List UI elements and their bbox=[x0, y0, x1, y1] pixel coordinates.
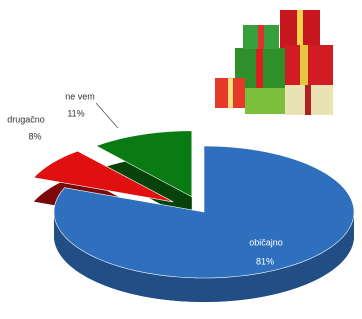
value-label: 11% bbox=[67, 108, 84, 118]
value-label: 81% bbox=[256, 256, 274, 266]
chart: običajno 81% drugačno 8% ne vem 11% bbox=[0, 0, 362, 319]
value-label: 8% bbox=[28, 131, 41, 141]
slice-label: ne vem bbox=[65, 91, 95, 101]
slice-label: običajno bbox=[249, 237, 283, 247]
leader-line bbox=[96, 103, 118, 128]
gift-pile bbox=[215, 10, 333, 115]
slice-label: drugačno bbox=[7, 114, 45, 124]
